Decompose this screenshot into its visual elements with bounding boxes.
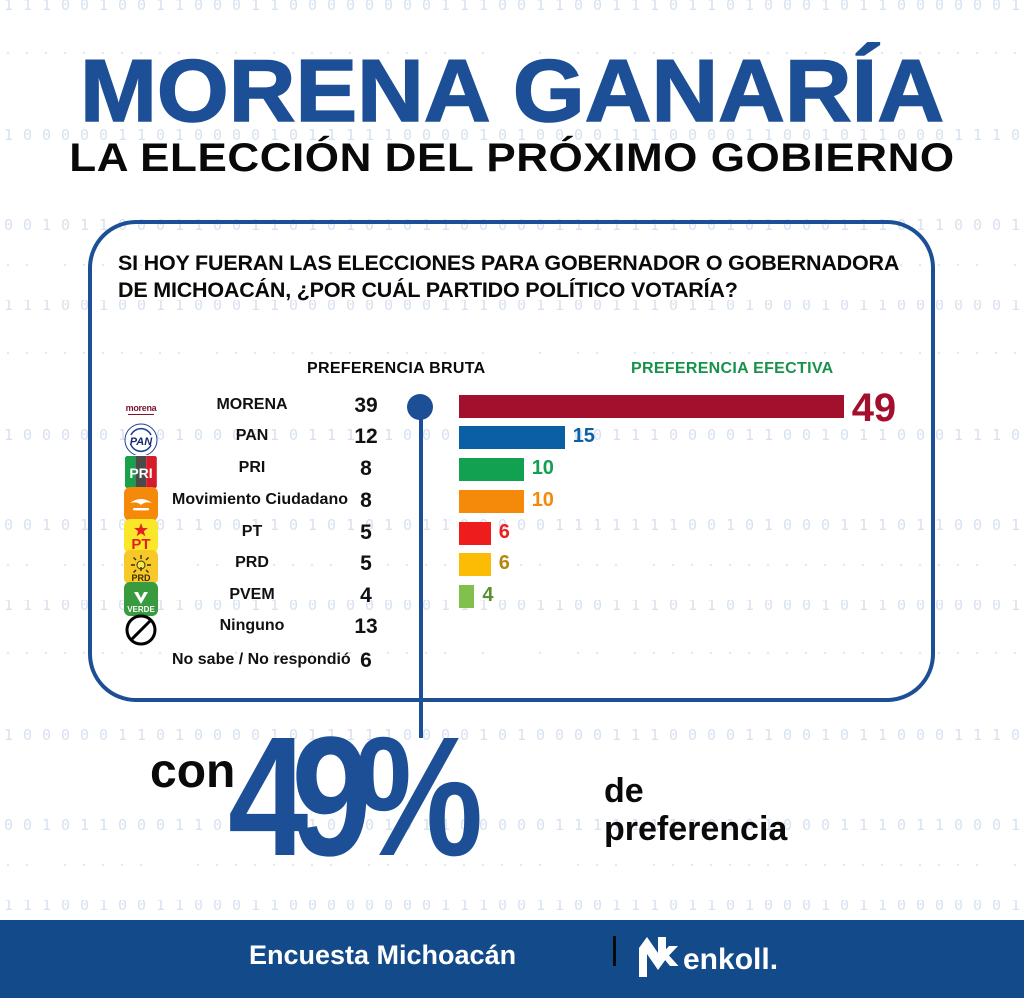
svg-text:PRI: PRI xyxy=(129,465,152,481)
svg-text:enkoll.: enkoll. xyxy=(683,943,778,976)
svg-text:PAN: PAN xyxy=(130,436,153,448)
